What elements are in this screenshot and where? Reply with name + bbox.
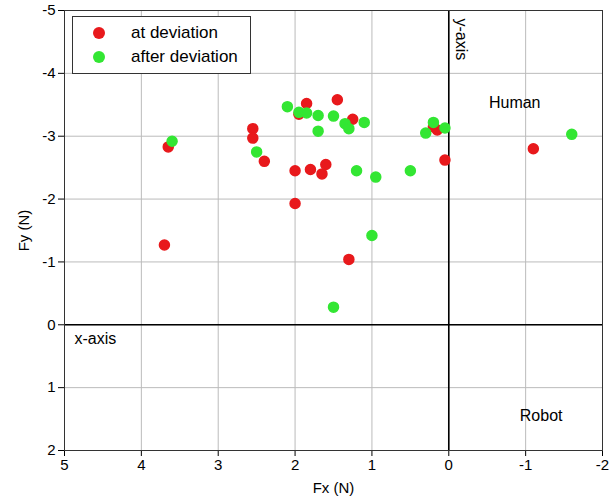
svg-text:1: 1 — [368, 456, 376, 473]
svg-text:1: 1 — [47, 378, 55, 395]
svg-text:2: 2 — [291, 456, 299, 473]
svg-text:0: 0 — [47, 316, 55, 333]
svg-text:-3: -3 — [42, 127, 55, 144]
svg-text:Robot: Robot — [520, 407, 563, 424]
svg-text:-2: -2 — [42, 190, 55, 207]
svg-text:-5: -5 — [42, 1, 55, 18]
html-text:after deviation: after deviation — [131, 47, 238, 66]
svg-text:4: 4 — [137, 456, 145, 473]
svg-text:3: 3 — [214, 456, 222, 473]
html-text:at deviation: at deviation — [131, 23, 218, 42]
svg-text:Fx (N): Fx (N) — [313, 479, 355, 496]
svg-text:Fy (N): Fy (N) — [15, 210, 32, 252]
svg-text:2: 2 — [47, 441, 55, 458]
svg-text:-2: -2 — [596, 456, 609, 473]
svg-text:Human: Human — [489, 94, 541, 111]
svg-text:x-axis: x-axis — [75, 330, 117, 347]
svg-text:-4: -4 — [42, 64, 55, 81]
svg-text:0: 0 — [445, 456, 453, 473]
svg-text:-1: -1 — [519, 456, 532, 473]
svg-text:-1: -1 — [42, 253, 55, 270]
svg-text:5: 5 — [60, 456, 68, 473]
svg-text:y-axis: y-axis — [453, 19, 470, 61]
